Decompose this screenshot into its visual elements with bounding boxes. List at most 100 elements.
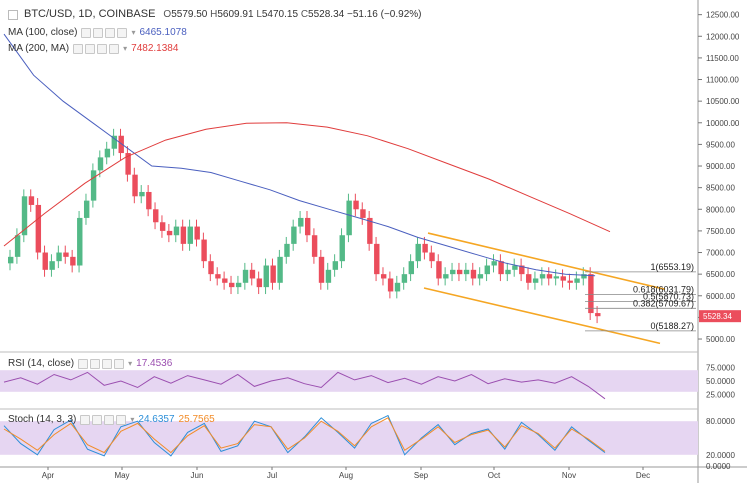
stoch-legend[interactable]: Stoch (14, 3, 3) ▾ 24.6357 25.7565	[8, 413, 215, 426]
more-icon	[114, 358, 125, 369]
candle-body	[229, 282, 235, 288]
candle-body	[463, 269, 470, 275]
ma100-legend[interactable]: MA (100, close) ▾ 6465.1078	[8, 26, 187, 39]
fib-level-label: 0.5(5870.73)	[643, 291, 694, 301]
price-tick-label: 8500.00	[706, 184, 735, 193]
price-tick-label: 8000.00	[706, 205, 735, 214]
stoch-k-value: 24.6357	[138, 414, 175, 425]
rsi-buttons[interactable]	[78, 358, 125, 369]
candle-body	[374, 243, 380, 275]
time-tick-label: May	[114, 471, 129, 480]
candle-body	[56, 252, 62, 262]
time-tick-label: Nov	[562, 471, 576, 480]
candle-body	[560, 276, 566, 281]
candle-body	[21, 196, 28, 236]
candle-body	[574, 278, 580, 283]
time-tick-label: Aug	[339, 471, 353, 480]
candle-body	[215, 274, 221, 279]
ma100-value: 6465.1078	[139, 27, 187, 38]
candle-body	[28, 196, 35, 205]
settings-icon	[93, 27, 104, 38]
last-price-label: 5528.34	[703, 312, 732, 321]
candle-body	[118, 135, 124, 154]
price-tick-label: 9500.00	[706, 140, 735, 149]
ohlc-readout: O5579.50 H5609.91 L5470.15 C5528.34 −51.…	[163, 9, 422, 20]
candle-body	[581, 274, 587, 279]
candle-body	[242, 269, 249, 283]
chevron-down-icon[interactable]: ▾	[131, 28, 136, 37]
candle-body	[291, 226, 297, 244]
candle-body	[526, 274, 532, 283]
candle-body	[311, 235, 318, 257]
candle-body	[477, 274, 484, 279]
price-tick-label: 10000.00	[706, 119, 740, 128]
close-icon	[105, 27, 116, 38]
candle-body	[159, 222, 166, 231]
candle-body	[77, 217, 83, 266]
time-tick-label: Sep	[414, 471, 429, 480]
time-tick-label: Apr	[42, 471, 55, 480]
price-tick-label: 6000.00	[706, 292, 735, 301]
price-tick-label: 12000.00	[706, 32, 740, 41]
candle-body	[180, 226, 187, 244]
stoch-k-line	[3, 414, 606, 457]
price-tick-label: 10500.00	[706, 97, 740, 106]
candle-body	[173, 226, 180, 236]
candle-body	[505, 269, 511, 275]
candle-body	[456, 269, 463, 275]
ma200-buttons[interactable]	[73, 43, 120, 54]
candle-body	[42, 252, 48, 270]
candle-body	[553, 276, 560, 279]
ma200-legend[interactable]: MA (200, MA) ▾ 7482.1384	[8, 42, 178, 55]
candle-body	[249, 269, 256, 279]
ma100-label: MA (100, close)	[8, 27, 78, 38]
candle-body	[90, 170, 97, 201]
eye-icon	[81, 27, 92, 38]
stoch-buttons[interactable]	[80, 414, 127, 425]
symbol-header: BTC/USD, 1D, COINBASE O5579.50 H5609.91 …	[8, 8, 421, 21]
price-tick-label: 7500.00	[706, 227, 735, 236]
fib-level-label: 0.382(5709.67)	[633, 298, 694, 308]
candle-body	[325, 269, 332, 283]
chevron-down-icon[interactable]: ▾	[128, 359, 133, 368]
fib-level-label: 1(6553.19)	[650, 262, 694, 272]
time-tick-label: Jun	[191, 471, 204, 480]
candle-body	[139, 191, 145, 197]
candle-body	[519, 265, 525, 275]
settings-icon	[90, 358, 101, 369]
chevron-down-icon[interactable]: ▾	[130, 415, 135, 424]
candle-body	[305, 217, 311, 236]
candle-body	[97, 157, 104, 171]
ma100-buttons[interactable]	[81, 27, 128, 38]
candle-body	[49, 261, 55, 270]
candle-body	[187, 226, 193, 244]
candle-body	[332, 261, 339, 270]
symbol-title: BTC/USD, 1D, COINBASE	[24, 8, 156, 20]
chevron-down-icon[interactable]: ▾	[123, 44, 128, 53]
candle-body	[208, 261, 214, 275]
last-price-tag	[699, 310, 741, 323]
more-icon	[109, 43, 120, 54]
candle-body	[595, 313, 601, 317]
candle-body	[256, 278, 263, 288]
ma200-value: 7482.1384	[131, 43, 179, 54]
more-icon	[117, 27, 128, 38]
candle-body	[353, 200, 359, 210]
rsi-legend[interactable]: RSI (14, close) ▾ 17.4536	[8, 357, 172, 370]
candle-body	[443, 274, 449, 279]
price-tick-label: 7000.00	[706, 249, 735, 258]
time-tick-label: Jul	[267, 471, 277, 480]
candle-body	[401, 274, 408, 283]
rsi-line	[3, 371, 606, 400]
candle-body	[277, 256, 283, 283]
fib-level-label: 0(5188.27)	[650, 321, 694, 331]
candle-body	[498, 261, 504, 275]
stoch-band	[0, 421, 698, 455]
time-tick-label: Dec	[636, 471, 650, 480]
candle-body	[394, 282, 401, 292]
candle-body	[35, 204, 42, 253]
candle-body	[194, 226, 200, 240]
collapse-icon[interactable]	[8, 9, 18, 20]
candle-body	[318, 256, 325, 283]
